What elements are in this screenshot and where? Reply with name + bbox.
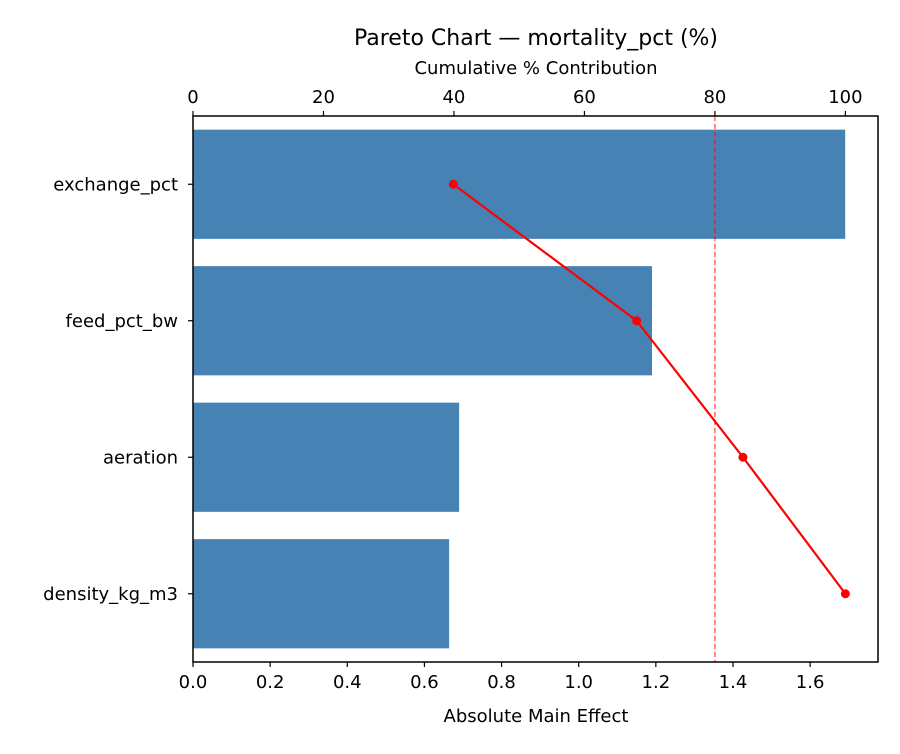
x-tick-label: 0.4 (333, 672, 362, 693)
x-tick-label: 1.6 (796, 672, 825, 693)
y-tick-label: density_kg_m3 (43, 584, 178, 605)
chart-title: Pareto Chart — mortality_pct (%) (354, 26, 718, 51)
x-tick-label: 0.2 (256, 672, 285, 693)
y-tick-label: aeration (103, 447, 178, 468)
cumulative-point (738, 452, 748, 462)
x2-tick-label: 80 (703, 87, 726, 108)
cumulative-point (632, 316, 642, 326)
x-tick-label: 1.0 (564, 672, 593, 693)
y-tick-label: exchange_pct (53, 174, 178, 195)
cumulative-point (448, 179, 458, 189)
top-axis-label: Cumulative % Contribution (414, 58, 657, 79)
x-tick-label: 0.0 (179, 672, 208, 693)
x-tick-label: 1.2 (642, 672, 671, 693)
bar-exchange_pct (193, 129, 846, 239)
x2-tick-label: 40 (442, 87, 465, 108)
x2-tick-label: 0 (187, 87, 198, 108)
x-tick-label: 1.4 (719, 672, 748, 693)
bar-aeration (193, 402, 460, 512)
bottom-axis-label: Absolute Main Effect (444, 706, 629, 727)
cumulative-point (840, 589, 850, 599)
x-tick-label: 0.6 (410, 672, 439, 693)
plot-frame (192, 115, 879, 663)
x2-tick-label: 20 (312, 87, 335, 108)
bar-density_kg_m3 (193, 539, 450, 649)
bar-feed_pct_bw (193, 266, 652, 376)
x2-tick-label: 100 (828, 87, 862, 108)
y-tick-label: feed_pct_bw (66, 311, 178, 332)
cumulative-line (452, 183, 847, 595)
x2-tick-label: 60 (573, 87, 596, 108)
x-tick-label: 0.8 (487, 672, 516, 693)
